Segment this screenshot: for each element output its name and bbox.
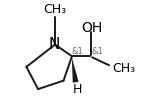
Text: N: N — [49, 37, 60, 52]
Text: CH₃: CH₃ — [112, 62, 135, 75]
Polygon shape — [72, 58, 79, 83]
Text: &1: &1 — [91, 47, 103, 56]
Text: H: H — [73, 83, 82, 96]
Text: CH₃: CH₃ — [43, 3, 67, 16]
Text: OH: OH — [81, 21, 102, 35]
Text: &1: &1 — [72, 47, 84, 56]
